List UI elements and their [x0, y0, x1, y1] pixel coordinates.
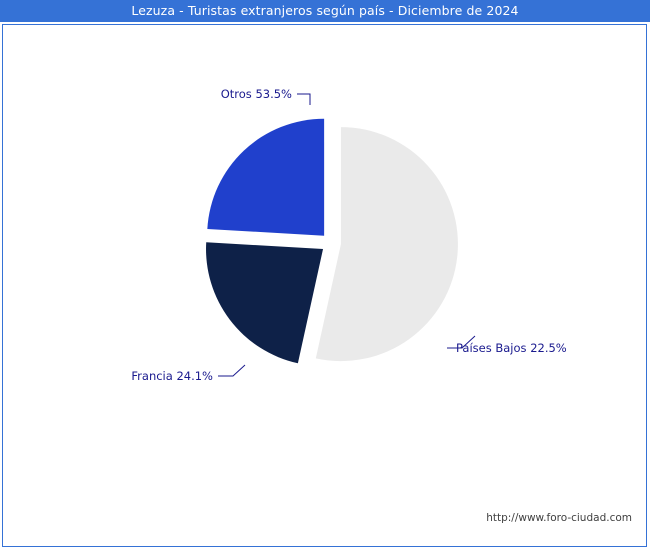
leader-line-paises-bajos	[447, 335, 476, 349]
pie-slice-francia[interactable]	[207, 118, 325, 236]
page-title: Lezuza - Turistas extranjeros según país…	[131, 3, 519, 18]
pie-label-paises-bajos: Países Bajos 22.5%	[456, 341, 567, 355]
chart-title-bar: Lezuza - Turistas extranjeros según país…	[0, 0, 650, 22]
pie-slice-otros[interactable]	[315, 127, 458, 362]
plot-area-frame	[2, 24, 647, 547]
pie-label-francia: Francia 24.1%	[131, 369, 213, 383]
pie-label-otros: Otros 53.5%	[221, 87, 292, 101]
leader-line-francia	[218, 364, 246, 377]
leader-line-otros	[297, 93, 311, 105]
source-url: http://www.foro-ciudad.com	[486, 512, 632, 524]
pie-slice-paises-bajos[interactable]	[206, 242, 324, 364]
